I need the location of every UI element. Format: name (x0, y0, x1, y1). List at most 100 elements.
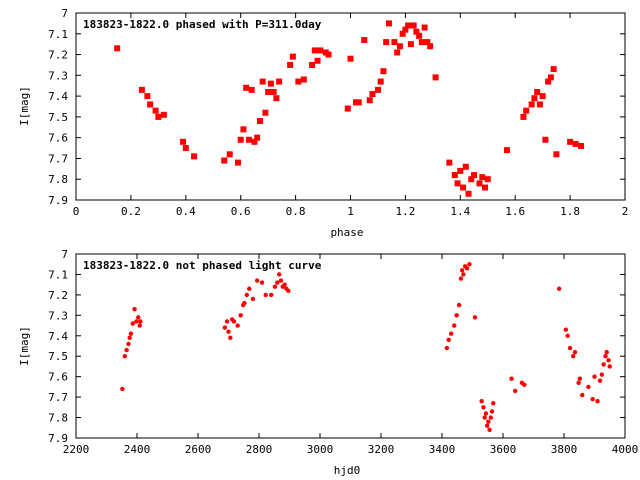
phased-data-point (369, 91, 376, 98)
phased-data-point (531, 95, 538, 102)
phased-data-point (407, 41, 414, 48)
unphased-data-point (454, 313, 459, 318)
phased-data-point (545, 78, 552, 85)
unphased-data-point (259, 280, 265, 285)
unphased-data-point (491, 401, 496, 406)
unphased-data-point (242, 300, 247, 306)
unphased-axes-ticks (75, 253, 626, 439)
phased-data-point (471, 172, 478, 179)
phased-data-point (391, 39, 398, 46)
unphased-x-tick-label: 2400 (124, 443, 151, 456)
phased-data-point (361, 37, 368, 44)
phased-data-point (311, 47, 318, 54)
phased-data-point (347, 55, 354, 62)
unphased-x-tick-label: 4000 (612, 443, 639, 456)
phased-data-point (479, 174, 486, 181)
phased-x-tick-label: 0.4 (176, 205, 196, 218)
unphased-data-point (509, 376, 514, 381)
unphased-data-point (467, 262, 472, 267)
phased-data-point (314, 57, 321, 64)
phased-data-point (418, 39, 425, 46)
unphased-y-tick-label: 7.1 (48, 268, 68, 281)
phased-data-point (191, 153, 198, 160)
unphased-data-point (556, 286, 562, 291)
unphased-data-point (606, 358, 611, 363)
unphased-x-tick-label: 3200 (368, 443, 395, 456)
unphased-data-point (590, 396, 595, 402)
unphased-data-point (595, 399, 600, 404)
unphased-data-point (472, 315, 478, 320)
unphased-y-tick-label: 7.5 (48, 350, 68, 363)
phased-data-point (289, 53, 296, 60)
phased-y-tick-label: 7.5 (48, 111, 68, 124)
unphased-data-point (137, 323, 142, 328)
phased-data-point (152, 107, 159, 114)
phased-y-tick-label: 7.1 (48, 28, 68, 41)
unphased-data-point (484, 423, 490, 428)
unphased-x-tick-label: 3800 (551, 443, 578, 456)
phased-data-point (325, 51, 332, 58)
phased-data-point (468, 176, 475, 183)
unphased-y-tick-labels: 7 7.1 7.2 7.3 7.4 7.5 7.6 7.7 7.8 7.9 (48, 248, 68, 445)
phased-data-point (503, 147, 510, 154)
phased-data-point (234, 159, 241, 166)
unphased-data-point (570, 354, 576, 359)
phased-x-tick-label: 1.2 (395, 205, 415, 218)
phased-data-point (182, 145, 189, 152)
unphased-data-point (576, 380, 581, 385)
phased-data-point (262, 109, 269, 116)
unphased-data-point (481, 405, 486, 410)
phased-data-point (465, 190, 472, 197)
unphased-data-point (263, 292, 268, 298)
phased-data-point (460, 184, 467, 191)
unphased-y-tick-label: 7.7 (48, 391, 68, 404)
unphased-data-point (572, 349, 578, 355)
phased-y-tick-label: 7.9 (48, 194, 68, 207)
unphased-data-point (235, 323, 240, 328)
unphased-data-point (222, 325, 228, 330)
unphased-data-point (126, 341, 131, 347)
phased-chart: 0 0.2 0.4 0.6 0.8 1 1.2 1.4 1.6 1.8 2 7 7.1 7.2 7.3 7.… (18, 7, 628, 239)
phased-data-point (427, 43, 434, 50)
unphased-data-point (138, 319, 143, 324)
unphased-data-point (127, 335, 132, 341)
unphased-x-tick-label: 3400 (429, 443, 456, 456)
unphased-data-point (446, 337, 451, 343)
phased-x-tick-label: 2 (622, 205, 629, 218)
unphased-y-tick-label: 7.2 (48, 289, 68, 302)
phased-data-point (226, 151, 233, 158)
phased-y-tick-label: 7 (61, 7, 68, 20)
phased-x-axis-label: phase (330, 226, 363, 239)
phased-data-point (309, 61, 316, 68)
phased-data-point (451, 172, 458, 179)
unphased-data-point (278, 278, 284, 283)
unphased-data-point (286, 288, 291, 293)
phased-data-point (416, 32, 423, 39)
phased-data-point (221, 157, 228, 164)
unphased-data-point (452, 323, 457, 328)
phased-y-tick-label: 7.4 (48, 90, 68, 103)
phased-data-point (237, 136, 244, 143)
unphased-data-point (577, 376, 583, 381)
phased-data-point (547, 74, 554, 81)
unphased-data-point (567, 345, 573, 351)
unphased-data-point (244, 292, 249, 298)
phased-data-point (405, 22, 412, 29)
phased-data-point (572, 140, 579, 147)
phased-data-point (245, 136, 252, 143)
unphased-data-point (444, 345, 450, 351)
unphased-data-point (120, 386, 125, 392)
unphased-data-point (489, 409, 495, 414)
phased-data-point (394, 49, 401, 56)
phased-data-point (550, 66, 557, 73)
phased-data-point (424, 39, 431, 46)
phased-data-point (410, 22, 417, 29)
unphased-x-tick-label: 2800 (246, 443, 273, 456)
unphased-data-point (122, 354, 128, 359)
phased-chart-title: 183823-1822.0 phased with P=311.0day (83, 18, 322, 31)
unphased-data-point (226, 329, 231, 334)
unphased-chart: 2200 2400 2600 2800 3000 3200 3400 3600 3800 4000… (18, 248, 638, 477)
phased-y-tick-label: 7.6 (48, 132, 68, 145)
unphased-data-point (228, 335, 233, 341)
phased-data-point (432, 74, 439, 81)
